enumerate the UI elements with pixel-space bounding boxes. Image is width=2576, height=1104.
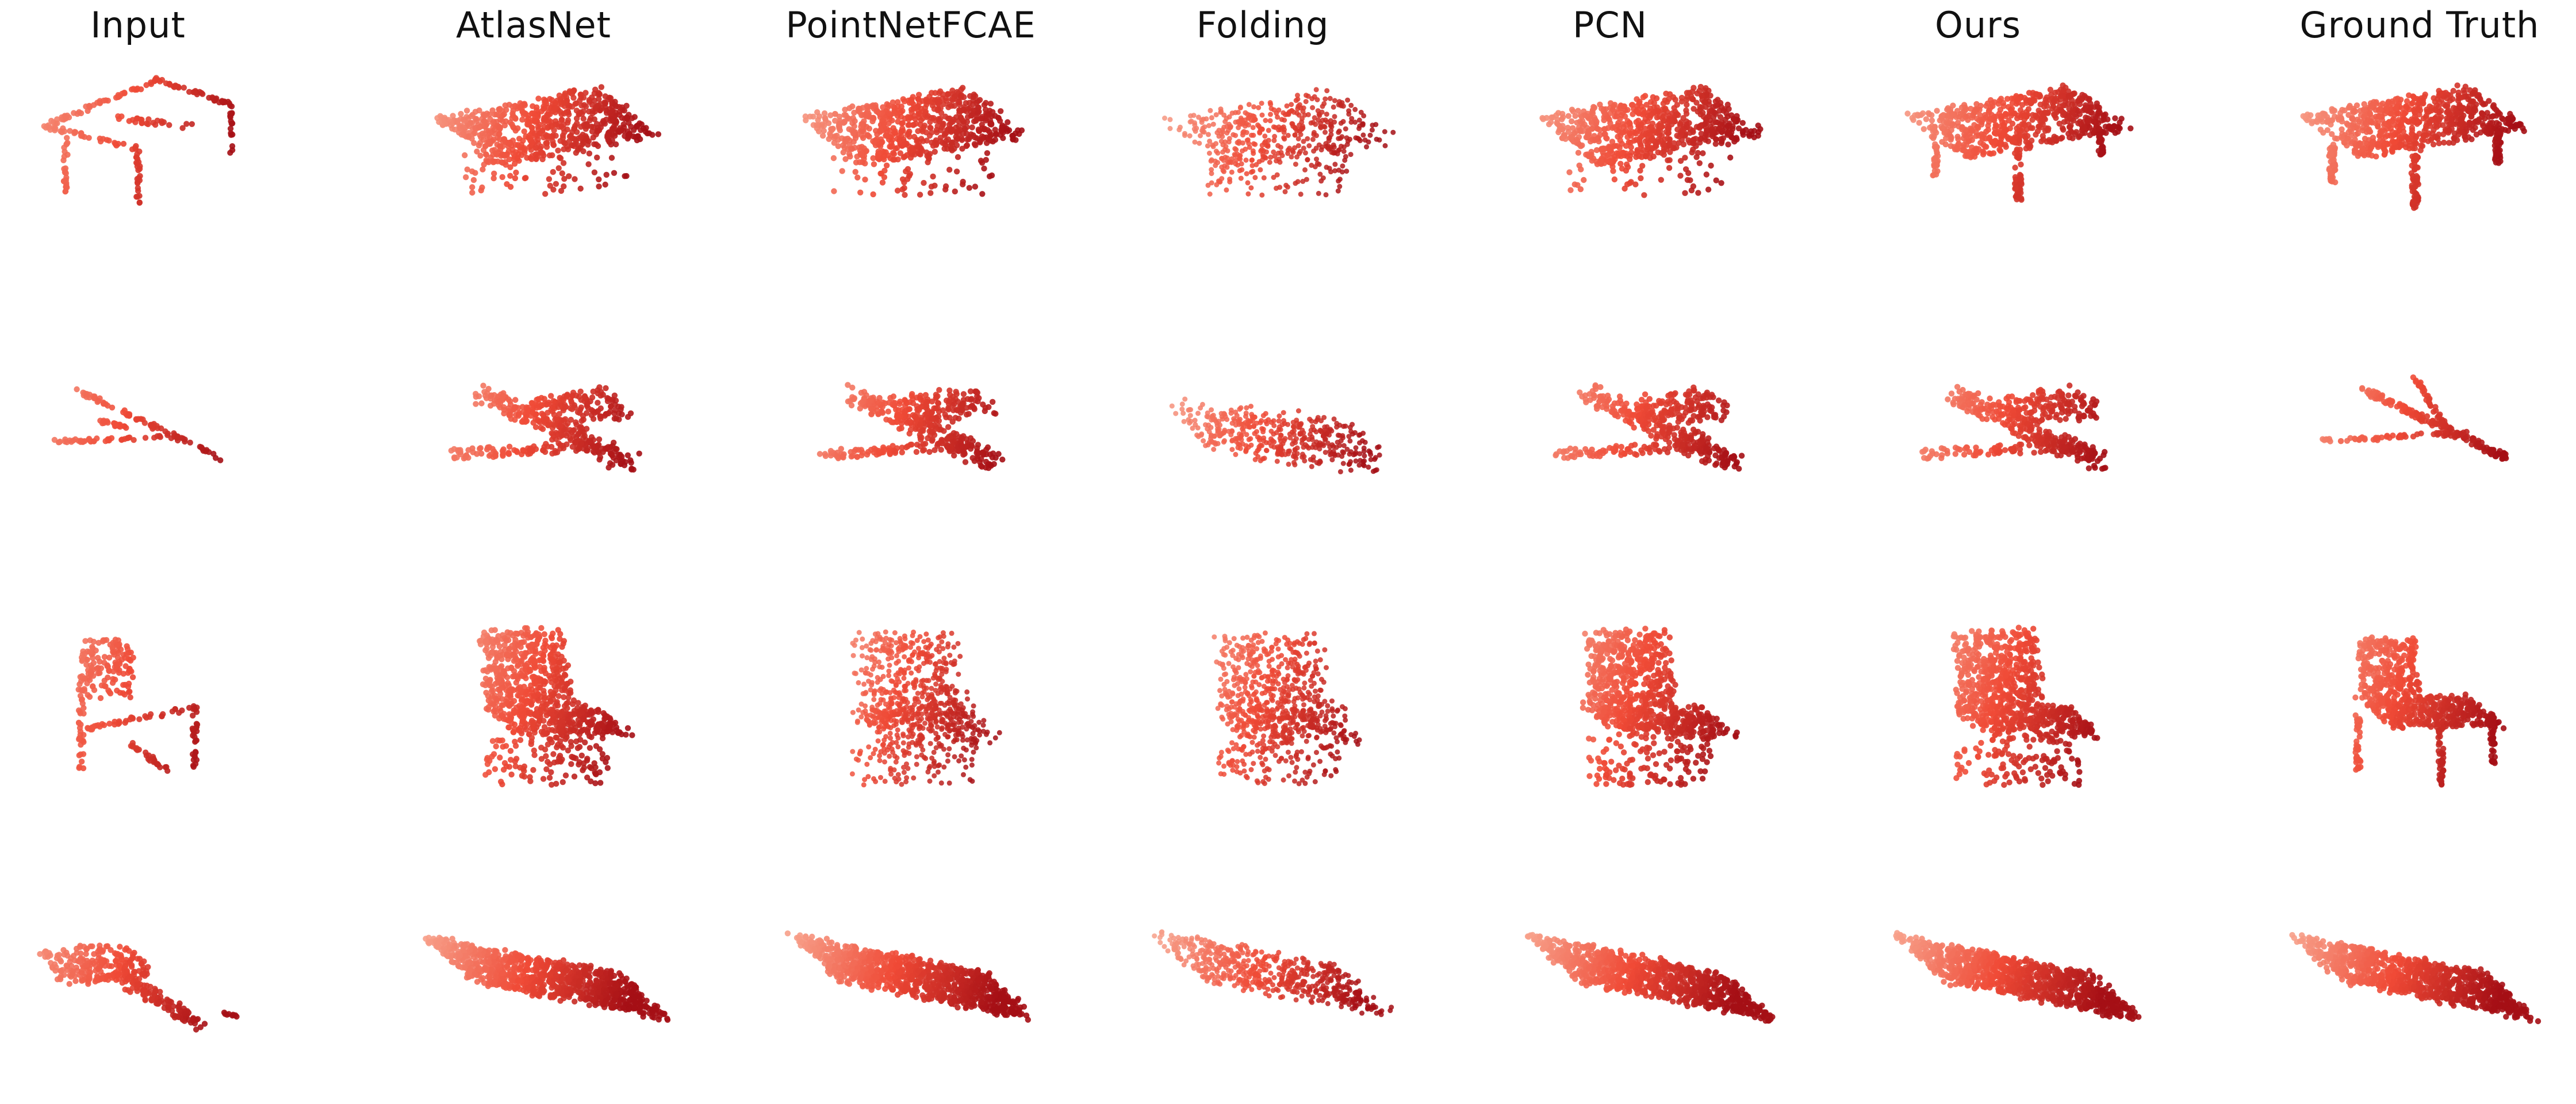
point-cloud-table-ours bbox=[1904, 82, 2134, 203]
point-cloud-car-pointnetfcae bbox=[784, 930, 1032, 1023]
point-cloud-car-folding bbox=[1152, 929, 1394, 1017]
point-cloud-airplane-atlasnet bbox=[448, 382, 642, 473]
column-title-ours: Ours bbox=[1935, 4, 2021, 46]
point-cloud-table-input bbox=[41, 75, 236, 206]
column-title-atlasnet: AtlasNet bbox=[456, 4, 611, 46]
point-cloud-airplane-ground-truth bbox=[2320, 374, 2509, 462]
point-cloud-airplane-folding bbox=[1169, 396, 1382, 474]
column-title-pcn: PCN bbox=[1572, 4, 1648, 46]
point-cloud-airplane-input bbox=[51, 386, 224, 463]
point-cloud-chair-input bbox=[75, 637, 201, 774]
point-cloud-car-atlasnet bbox=[423, 934, 671, 1023]
point-cloud-chair-pcn bbox=[1580, 626, 1740, 788]
column-title-ground-truth: Ground Truth bbox=[2299, 4, 2540, 46]
point-cloud-car-pcn bbox=[1524, 931, 1776, 1024]
point-cloud-table-ground-truth bbox=[2300, 82, 2527, 211]
point-cloud-chair-folding bbox=[1212, 630, 1362, 787]
column-title-input: Input bbox=[90, 4, 186, 46]
point-cloud-chair-ours bbox=[1950, 624, 2100, 788]
column-title-pointnetfcae: PointNetFCAE bbox=[785, 4, 1036, 46]
point-cloud-chair-atlasnet bbox=[477, 625, 635, 788]
point-cloud-table-pointnetfcae bbox=[802, 85, 1025, 198]
point-cloud-airplane-ours bbox=[1919, 382, 2109, 472]
point-cloud-table-pcn bbox=[1539, 83, 1764, 198]
point-cloud-airplane-pcn bbox=[1552, 382, 1745, 472]
point-cloud-table-atlasnet bbox=[434, 84, 662, 197]
point-cloud-chair-pointnetfcae bbox=[849, 629, 1002, 788]
point-cloud-chair-ground-truth bbox=[2352, 634, 2507, 788]
point-cloud-car-ground-truth bbox=[2289, 931, 2542, 1025]
point-cloud-airplane-pointnetfcae bbox=[816, 382, 1006, 471]
column-title-folding: Folding bbox=[1196, 4, 1329, 46]
point-cloud-table-folding bbox=[1162, 87, 1396, 198]
point-cloud-car-input bbox=[37, 942, 240, 1033]
point-cloud-car-ours bbox=[1893, 930, 2142, 1022]
